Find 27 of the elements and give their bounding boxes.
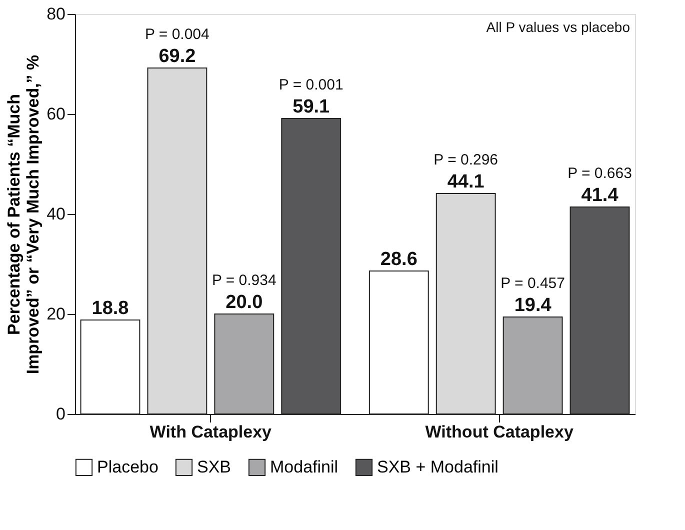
legend-label: Placebo bbox=[97, 457, 158, 476]
data-label: 69.2 bbox=[158, 46, 196, 67]
annotation: P = 0.457 bbox=[500, 275, 565, 292]
data-label: 18.8 bbox=[92, 298, 129, 319]
legend-label: SXB + Modafinil bbox=[377, 457, 498, 476]
annotation: P = 0.934 bbox=[212, 272, 276, 289]
x-tick-label: With Cataplexy bbox=[150, 422, 272, 442]
data-label: 41.4 bbox=[581, 185, 619, 206]
data-label: 28.6 bbox=[380, 249, 418, 270]
y-tick-label: 60 bbox=[46, 104, 66, 124]
annotation: P = 0.296 bbox=[434, 152, 498, 168]
data-label: 59.1 bbox=[292, 96, 330, 118]
annotation: P = 0.001 bbox=[278, 76, 344, 94]
legend-label: Modafinil bbox=[270, 457, 338, 476]
data-label: 20.0 bbox=[226, 292, 263, 313]
x-tick-label: Without Cataplexy bbox=[425, 422, 574, 442]
y-tick-label: 0 bbox=[56, 404, 66, 424]
y-axis-title: Percentage of Patients “Much Improved” or “Very Much Improved,” % bbox=[4, 54, 43, 374]
y-tick-label: 80 bbox=[46, 4, 66, 24]
data-label: 44.1 bbox=[447, 172, 485, 192]
annotation: P = 0.004 bbox=[145, 26, 210, 43]
y-tick-label: 20 bbox=[46, 304, 66, 324]
data-label: 19.4 bbox=[514, 295, 552, 316]
legend-label: SXB bbox=[197, 457, 232, 476]
annotation: P = 0.663 bbox=[568, 165, 632, 182]
y-tick-label: 40 bbox=[46, 204, 66, 224]
annotation: All P values vs placebo bbox=[486, 19, 630, 35]
